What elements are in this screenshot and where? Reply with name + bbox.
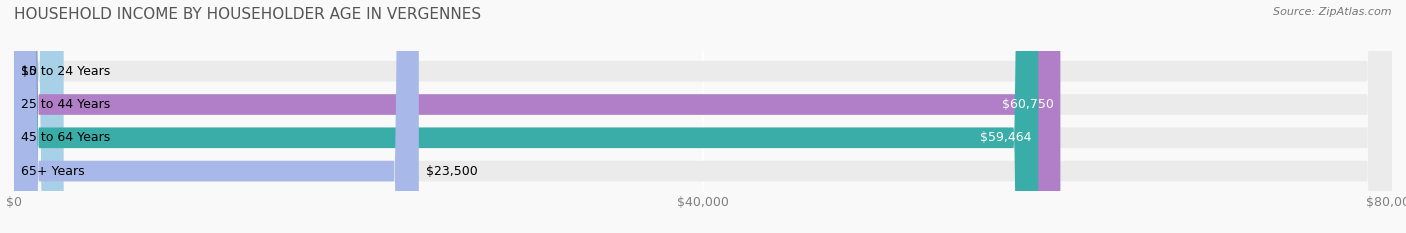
FancyBboxPatch shape xyxy=(14,0,419,233)
Text: $0: $0 xyxy=(21,65,37,78)
Text: 65+ Years: 65+ Years xyxy=(21,164,84,178)
FancyBboxPatch shape xyxy=(14,0,1060,233)
FancyBboxPatch shape xyxy=(14,0,1038,233)
Text: $23,500: $23,500 xyxy=(426,164,478,178)
Text: Source: ZipAtlas.com: Source: ZipAtlas.com xyxy=(1274,7,1392,17)
Text: $60,750: $60,750 xyxy=(1001,98,1053,111)
Text: 45 to 64 Years: 45 to 64 Years xyxy=(21,131,110,144)
FancyBboxPatch shape xyxy=(14,0,1392,233)
FancyBboxPatch shape xyxy=(14,0,1392,233)
Text: 15 to 24 Years: 15 to 24 Years xyxy=(21,65,110,78)
Text: 25 to 44 Years: 25 to 44 Years xyxy=(21,98,110,111)
FancyBboxPatch shape xyxy=(14,0,63,233)
FancyBboxPatch shape xyxy=(14,0,1392,233)
Text: $59,464: $59,464 xyxy=(980,131,1032,144)
Text: HOUSEHOLD INCOME BY HOUSEHOLDER AGE IN VERGENNES: HOUSEHOLD INCOME BY HOUSEHOLDER AGE IN V… xyxy=(14,7,481,22)
FancyBboxPatch shape xyxy=(14,0,1392,233)
